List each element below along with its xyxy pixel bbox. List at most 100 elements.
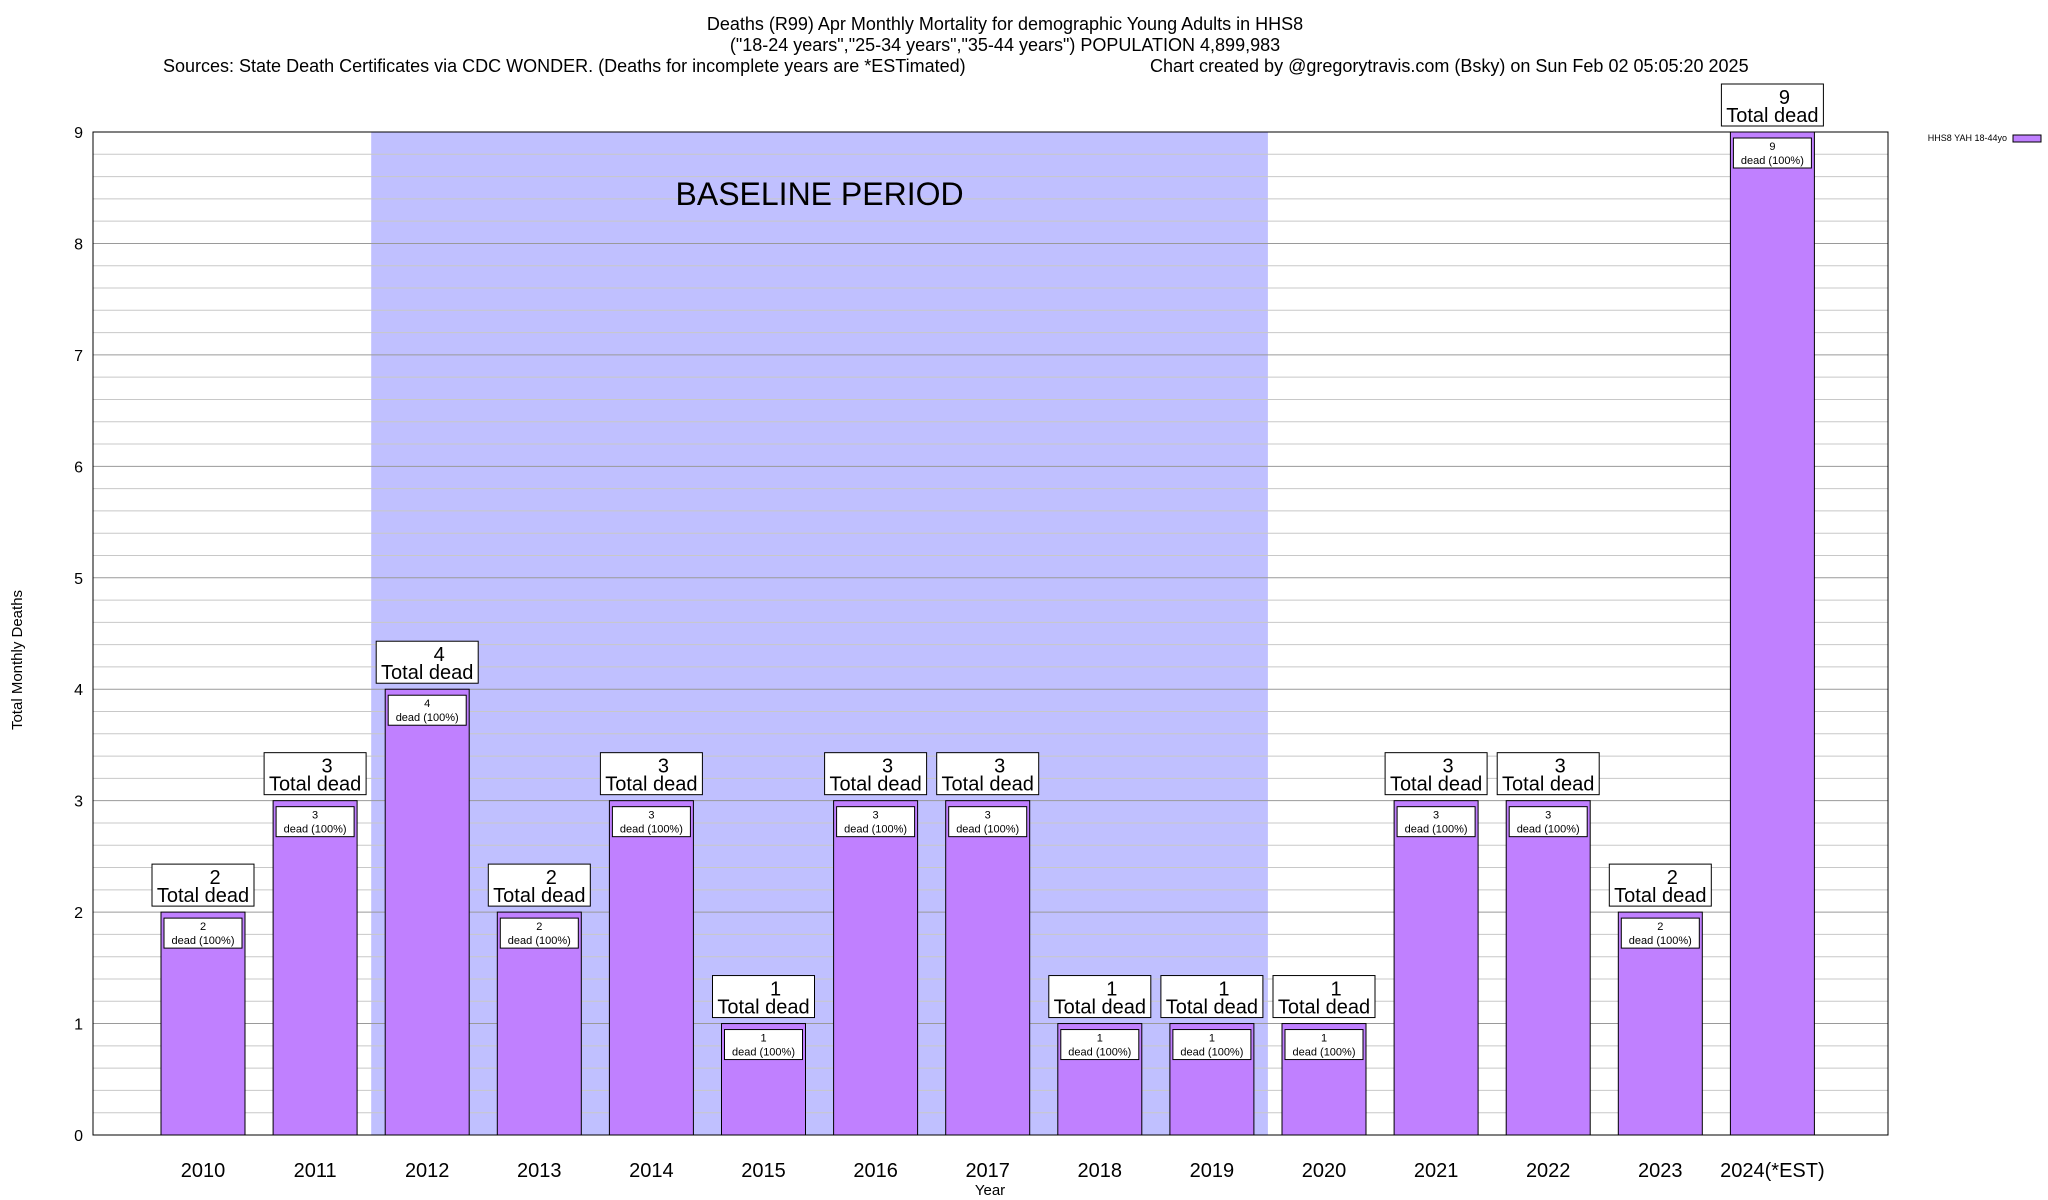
inner-label-box: [1284, 1029, 1364, 1061]
title-line-2: ("18-24 years","25-34 years","35-44 year…: [730, 35, 1280, 55]
x-axis-title: Year: [975, 1182, 1005, 1199]
total-label-box: [1272, 975, 1376, 1019]
credit-text: Chart created by @gregorytravis.com (Bsk…: [1150, 56, 1749, 76]
inner-label-value: 1: [1321, 1033, 1327, 1045]
inner-label-value: 1: [1209, 1033, 1215, 1045]
total-label-text: Total dead: [381, 662, 473, 684]
bar-2021: [1393, 800, 1479, 1136]
y-tick-label: 6: [74, 459, 83, 476]
inner-label-box: [163, 917, 243, 949]
x-tick-label: 2013: [517, 1160, 562, 1182]
inner-label-text: dead (100%): [1629, 935, 1692, 947]
legend-swatch: [2012, 134, 2042, 143]
x-tick-label: 2018: [1078, 1160, 1123, 1182]
bar-2012: [384, 688, 470, 1136]
total-label-box: [1048, 975, 1152, 1019]
inner-label-text: dead (100%): [732, 1047, 795, 1059]
inner-label-text: dead (100%): [1180, 1047, 1243, 1059]
total-label-text: Total dead: [1166, 997, 1258, 1019]
x-tick-label: 2020: [1302, 1160, 1347, 1182]
total-label-value: 1: [1218, 979, 1229, 1001]
total-label-box: [936, 752, 1040, 796]
total-label-value: 9: [1779, 87, 1790, 109]
total-label-text: Total dead: [269, 774, 361, 796]
inner-label-box: [836, 806, 916, 838]
bar-2011: [272, 800, 358, 1136]
inner-label-text: dead (100%): [1068, 1047, 1131, 1059]
total-label-value: 1: [1106, 979, 1117, 1001]
sources-text: Sources: State Death Certificates via CD…: [163, 56, 966, 76]
bar-2017: [945, 800, 1031, 1136]
inner-label-box: [387, 694, 467, 726]
y-tick-label: 8: [74, 236, 83, 253]
inner-label-value: 1: [760, 1033, 766, 1045]
title-line-1: Deaths (R99) Apr Monthly Mortality for d…: [707, 14, 1303, 34]
legend-label: HHS8 YAH 18-44yo: [1928, 133, 2007, 143]
inner-label-value: 3: [648, 810, 654, 822]
total-label-value: 3: [882, 756, 893, 778]
total-label-value: 3: [1443, 756, 1454, 778]
total-label-value: 3: [994, 756, 1005, 778]
total-label-box: [487, 863, 591, 907]
inner-label-box: [499, 917, 579, 949]
inner-label-box: [1172, 1029, 1252, 1061]
total-label-text: Total dead: [157, 885, 249, 907]
x-tick-label: 2019: [1190, 1160, 1235, 1182]
inner-label-text: dead (100%): [1517, 824, 1580, 836]
total-label-value: 3: [322, 756, 333, 778]
total-label-box: [824, 752, 928, 796]
total-label-box: [1496, 752, 1600, 796]
total-label-text: Total dead: [942, 774, 1034, 796]
inner-label-value: 3: [312, 810, 318, 822]
total-label-value: 2: [546, 867, 557, 889]
inner-label-text: dead (100%): [844, 824, 907, 836]
total-label-value: 4: [434, 644, 445, 666]
y-tick-label: 5: [74, 571, 83, 588]
total-label-box: [1720, 83, 1824, 127]
bar-2010: [160, 911, 246, 1136]
inner-label-box: [275, 806, 355, 838]
x-tick-label: 2010: [181, 1160, 226, 1182]
total-label-value: 2: [209, 867, 220, 889]
inner-label-box: [611, 806, 691, 838]
total-label-text: Total dead: [605, 774, 697, 796]
total-label-text: Total dead: [493, 885, 585, 907]
y-tick-label: 9: [74, 125, 83, 142]
total-label-text: Total dead: [1054, 997, 1146, 1019]
inner-label-value: 3: [985, 810, 991, 822]
y-tick-label: 4: [74, 682, 83, 699]
inner-label-text: dead (100%): [172, 935, 235, 947]
total-label-box: [1608, 863, 1712, 907]
x-tick-label: 2014: [629, 1160, 674, 1182]
total-label-text: Total dead: [1726, 105, 1818, 127]
x-tick-label: 2012: [405, 1160, 450, 1182]
x-tick-label: 2021: [1414, 1160, 1459, 1182]
total-label-value: 2: [1667, 867, 1678, 889]
total-label-text: Total dead: [829, 774, 921, 796]
total-label-box: [151, 863, 255, 907]
bar-2016: [833, 800, 919, 1136]
inner-label-text: dead (100%): [508, 935, 571, 947]
inner-label-box: [948, 806, 1028, 838]
x-tick-label: 2015: [741, 1160, 786, 1182]
inner-label-value: 1: [1097, 1033, 1103, 1045]
total-label-text: Total dead: [1278, 997, 1370, 1019]
bar-2014: [608, 800, 694, 1136]
total-label-box: [263, 752, 367, 796]
inner-label-box: [1508, 806, 1588, 838]
total-label-text: Total dead: [1502, 774, 1594, 796]
x-tick-label: 2024(*EST): [1720, 1160, 1825, 1182]
inner-label-value: 2: [200, 921, 206, 933]
inner-label-text: dead (100%): [1405, 824, 1468, 836]
total-label-text: Total dead: [717, 997, 809, 1019]
y-axis-title: Total Monthly Deaths: [9, 590, 26, 730]
inner-label-box: [1620, 917, 1700, 949]
inner-label-text: dead (100%): [956, 824, 1019, 836]
total-label-text: Total dead: [1614, 885, 1706, 907]
x-tick-label: 2016: [853, 1160, 898, 1182]
inner-label-value: 3: [1545, 810, 1551, 822]
inner-label-value: 4: [424, 698, 430, 710]
y-tick-label: 7: [74, 348, 83, 365]
y-tick-label: 2: [74, 905, 83, 922]
